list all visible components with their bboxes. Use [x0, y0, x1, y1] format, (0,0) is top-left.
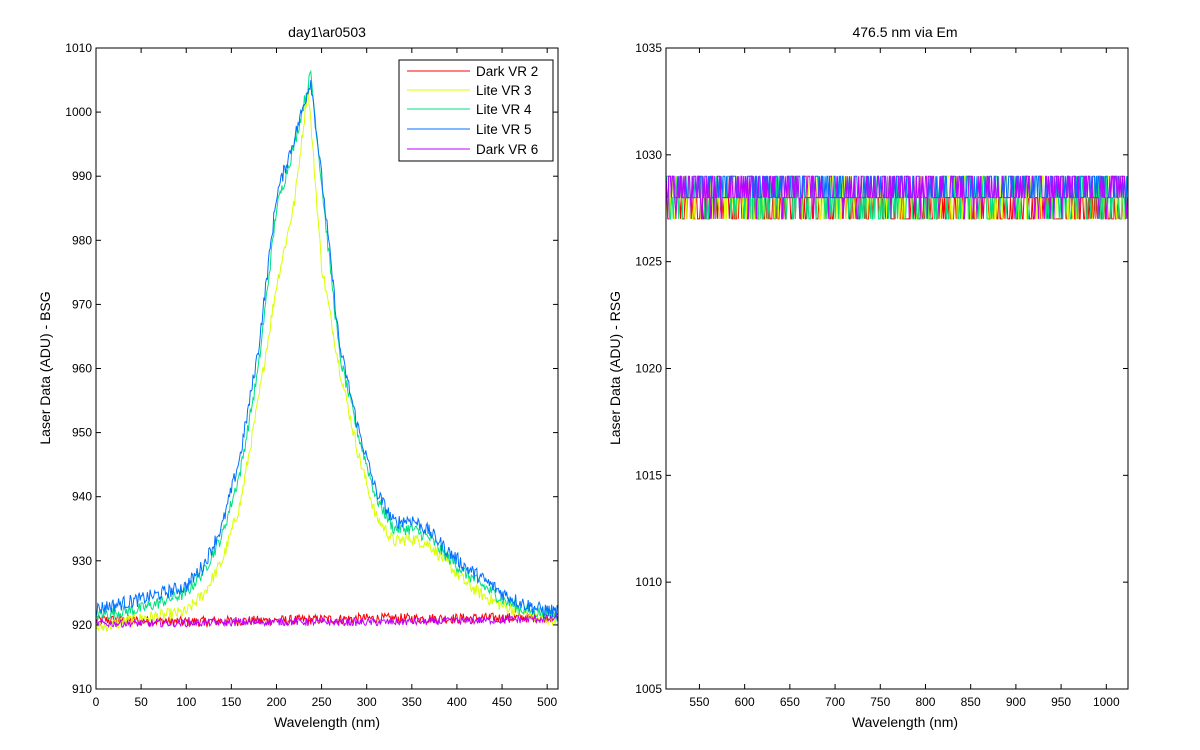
right-chart-y-tick-label: 1025: [635, 255, 662, 269]
right-chart-y-tick-label: 1020: [635, 362, 662, 376]
left-chart-y-tick-label: 950: [72, 426, 92, 440]
left-chart-x-axis-label: Wavelength (nm): [274, 714, 380, 730]
left-chart-x-tick-label: 150: [221, 695, 241, 709]
left-chart-x-tick-label: 400: [447, 695, 467, 709]
left-chart-x-tick-label: 450: [492, 695, 512, 709]
right-chart-x-tick-label: 550: [689, 695, 709, 709]
right-chart-x-tick-label: 950: [1051, 695, 1071, 709]
left-chart-frame: [95, 47, 559, 690]
left-chart-x-tick-label: 0: [93, 695, 100, 709]
left-chart-x-tick-label: 300: [357, 695, 377, 709]
left-chart-x-tick-label: 500: [537, 695, 557, 709]
right-chart-y-tick-label: 1015: [635, 468, 662, 482]
right-chart-x-axis-label: Wavelength (nm): [852, 714, 958, 730]
right-chart-title: 476.5 nm via Em: [852, 24, 957, 40]
right-chart: 476.5 nm via Em Wavelength (nm) Laser Da…: [607, 24, 1129, 730]
left-chart-y-tick-label: 910: [72, 682, 92, 696]
left-chart-y-axis-label: Laser Data (ADU) - BSG: [37, 291, 53, 444]
legend-label-lite-vr-3: Lite VR 3: [476, 83, 532, 98]
right-chart-x-tick-label: 600: [735, 695, 755, 709]
right-chart-y-tick-label: 1030: [635, 148, 662, 162]
left-chart-series-lite-vr-5: [95, 80, 559, 619]
left-chart-y-tick-label: 1010: [65, 41, 92, 55]
left-chart-series-lite-vr-4: [95, 69, 559, 622]
left-chart-y-tick-label: 930: [72, 554, 92, 568]
left-chart-series: [95, 69, 559, 633]
right-chart-x-tick-label: 800: [915, 695, 935, 709]
right-chart-frame: [665, 47, 1129, 690]
right-chart-series: [665, 175, 1129, 220]
left-chart-y-tick-label: 960: [72, 362, 92, 376]
right-chart-x-tick-label: 650: [780, 695, 800, 709]
left-chart-title: day1\ar0503: [288, 24, 366, 40]
left-chart: day1\ar0503 Wavelength (nm) Laser Data (…: [37, 24, 559, 730]
right-chart-y-tick-label: 1035: [635, 41, 662, 55]
right-chart-y-tick-label: 1010: [635, 575, 662, 589]
legend-box: [398, 59, 554, 162]
right-chart-series-dark-vr-6: [665, 175, 1129, 220]
right-chart-x-tick-label: 1000: [1093, 695, 1120, 709]
right-chart-y-tick-label: 1005: [635, 682, 662, 696]
left-chart-x-tick-label: 250: [312, 695, 332, 709]
right-chart-x-tick-label: 750: [870, 695, 890, 709]
legend-label-lite-vr-5: Lite VR 5: [476, 122, 532, 137]
left-chart-x-tick-label: 100: [176, 695, 196, 709]
left-chart-y-tick-label: 920: [72, 618, 92, 632]
left-chart-x-tick-label: 350: [402, 695, 422, 709]
left-chart-y-tick-label: 980: [72, 233, 92, 247]
right-chart-x-tick-label: 900: [1006, 695, 1026, 709]
right-chart-y-axis-label: Laser Data (ADU) - RSG: [607, 291, 623, 445]
left-chart-series-dark-vr-6: [95, 613, 559, 628]
legend-label-dark-vr-6: Dark VR 6: [476, 142, 538, 157]
legend-label-dark-vr-2: Dark VR 2: [476, 64, 538, 79]
left-chart-ticks: 0 50 100 150 200 250 300 350 400 450 500 910 920 930 9…: [65, 41, 558, 709]
right-chart-ticks: 550 600 650 700 750 800 850 900 950 1000 1005 1010 1…: [635, 41, 1128, 709]
left-chart-y-tick-label: 990: [72, 169, 92, 183]
right-chart-x-tick-label: 850: [961, 695, 981, 709]
left-chart-x-tick-label: 50: [134, 695, 148, 709]
left-chart-y-tick-label: 970: [72, 297, 92, 311]
left-chart-y-tick-label: 940: [72, 490, 92, 504]
right-chart-x-tick-label: 700: [825, 695, 845, 709]
left-chart-y-tick-label: 1000: [65, 105, 92, 119]
legend-label-lite-vr-4: Lite VR 4: [476, 102, 532, 117]
left-chart-x-tick-label: 200: [266, 695, 286, 709]
legend: Dark VR 2 Lite VR 3 Lite VR 4 Lite VR 5 …: [398, 59, 554, 162]
left-chart-series-lite-vr-3: [95, 84, 559, 633]
